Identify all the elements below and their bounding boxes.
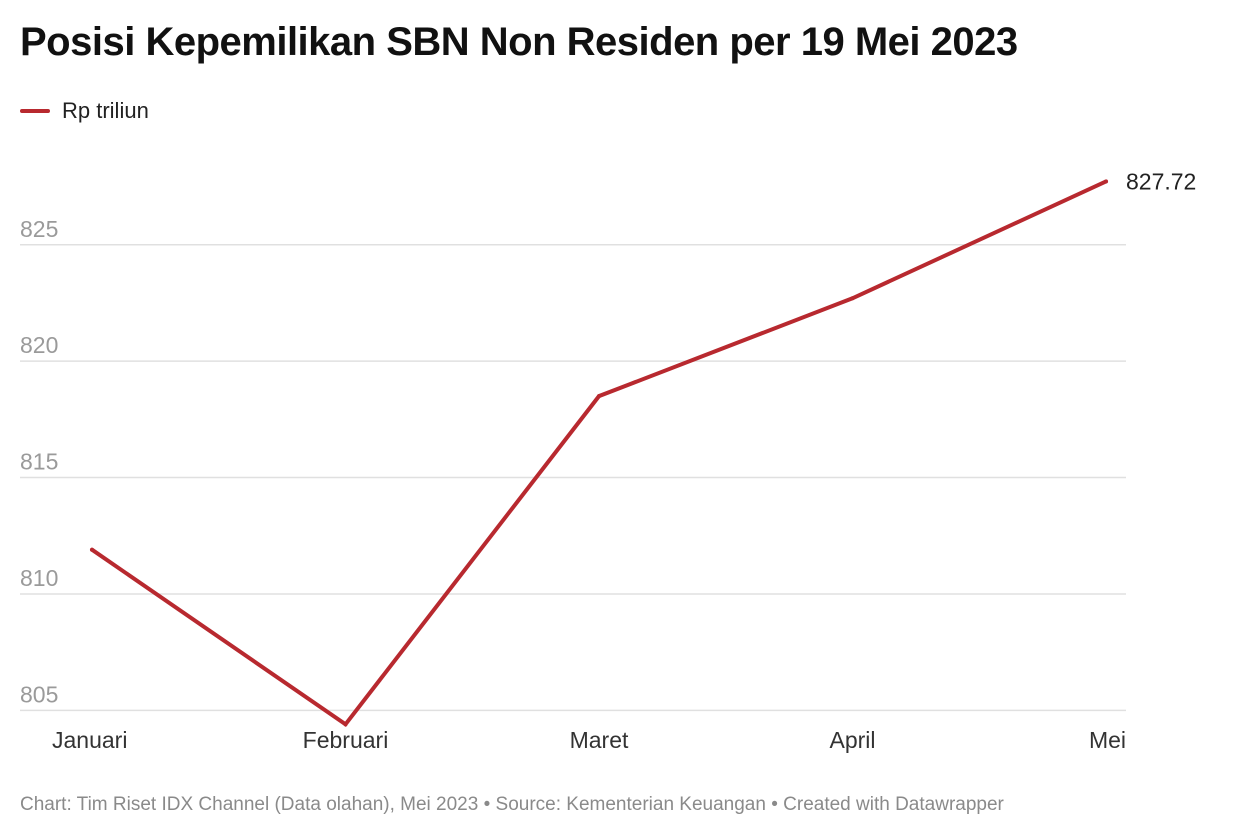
data-point [597,394,601,399]
data-point [850,296,855,301]
x-tick-label: Januari [52,727,127,753]
legend-swatch [20,109,50,113]
x-tick-label: Februari [303,727,389,753]
y-tick-label: 805 [20,681,58,707]
y-tick-label: 820 [20,332,58,358]
data-point [90,547,94,552]
chart-title: Posisi Kepemilikan SBN Non Residen per 1… [20,20,1018,64]
x-tick-label: Maret [570,727,629,753]
end-value-label: 827.72 [1126,168,1196,194]
legend: Rp triliun [20,98,149,124]
y-tick-label: 815 [20,449,58,475]
y-tick-label: 810 [20,565,58,591]
data-point [343,722,348,727]
legend-label: Rp triliun [62,98,149,123]
series-line [90,179,1108,728]
x-tick-label: April [829,727,875,753]
data-point [1104,179,1108,184]
y-tick-label: 825 [20,216,58,242]
chart-footer: Chart: Tim Riset IDX Channel (Data olaha… [20,794,1004,815]
x-tick-label: Mei [1089,727,1126,753]
